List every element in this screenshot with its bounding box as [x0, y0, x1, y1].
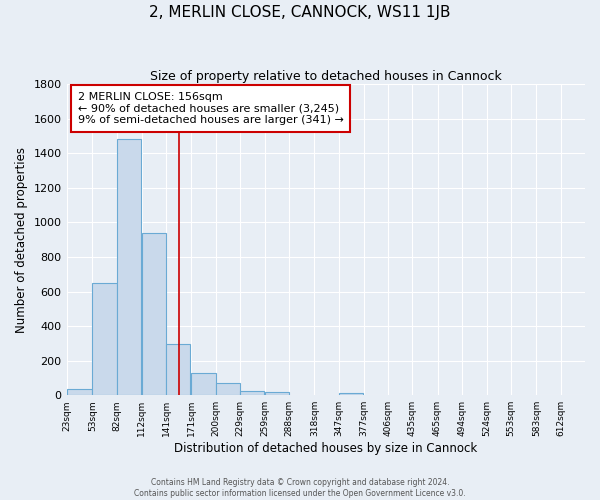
Bar: [338, 392, 363, 395]
Y-axis label: Number of detached properties: Number of detached properties: [15, 146, 28, 332]
Text: 2 MERLIN CLOSE: 156sqm
← 90% of detached houses are smaller (3,245)
9% of semi-d: 2 MERLIN CLOSE: 156sqm ← 90% of detached…: [77, 92, 343, 125]
Bar: [142, 233, 166, 395]
Bar: [191, 372, 215, 395]
X-axis label: Distribution of detached houses by size in Cannock: Distribution of detached houses by size …: [175, 442, 478, 455]
Bar: [240, 391, 264, 395]
Text: 2, MERLIN CLOSE, CANNOCK, WS11 1JB: 2, MERLIN CLOSE, CANNOCK, WS11 1JB: [149, 5, 451, 20]
Bar: [265, 392, 289, 395]
Text: Contains HM Land Registry data © Crown copyright and database right 2024.
Contai: Contains HM Land Registry data © Crown c…: [134, 478, 466, 498]
Bar: [166, 344, 190, 395]
Bar: [116, 140, 141, 395]
Bar: [92, 283, 116, 395]
Title: Size of property relative to detached houses in Cannock: Size of property relative to detached ho…: [150, 70, 502, 83]
Bar: [215, 383, 240, 395]
Bar: [67, 389, 92, 395]
